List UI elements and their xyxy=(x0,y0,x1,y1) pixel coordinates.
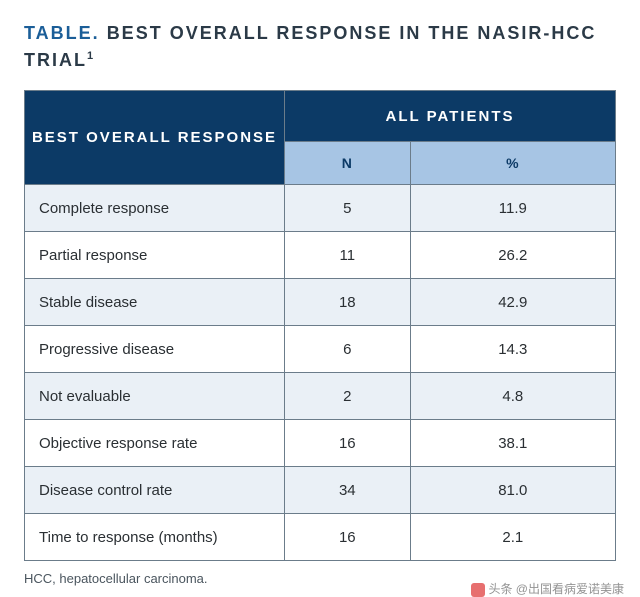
row-label: Time to response (months) xyxy=(25,514,285,561)
table-row: Complete response511.9 xyxy=(25,185,616,232)
row-pct: 26.2 xyxy=(410,232,615,279)
table-row: Disease control rate3481.0 xyxy=(25,467,616,514)
table-row: Not evaluable24.8 xyxy=(25,373,616,420)
row-label: Stable disease xyxy=(25,279,285,326)
row-pct: 38.1 xyxy=(410,420,615,467)
row-label: Disease control rate xyxy=(25,467,285,514)
row-pct: 4.8 xyxy=(410,373,615,420)
title-prefix: TABLE. xyxy=(24,23,100,43)
container: TABLE. BEST OVERALL RESPONSE IN THE NASI… xyxy=(0,0,640,596)
row-pct: 42.9 xyxy=(410,279,615,326)
row-pct: 2.1 xyxy=(410,514,615,561)
group-header: ALL PATIENTS xyxy=(285,91,616,142)
sub-header-pct: % xyxy=(410,142,615,185)
table-row: Progressive disease614.3 xyxy=(25,326,616,373)
table-row: Partial response1126.2 xyxy=(25,232,616,279)
row-n: 18 xyxy=(285,279,411,326)
row-pct: 81.0 xyxy=(410,467,615,514)
title-text: BEST OVERALL RESPONSE IN THE NASIR-HCC T… xyxy=(24,23,596,70)
row-label: Not evaluable xyxy=(25,373,285,420)
response-table: BEST OVERALL RESPONSE ALL PATIENTS N % C… xyxy=(24,90,616,561)
table-title: TABLE. BEST OVERALL RESPONSE IN THE NASI… xyxy=(24,20,616,74)
col1-header: BEST OVERALL RESPONSE xyxy=(25,91,285,185)
row-n: 6 xyxy=(285,326,411,373)
sub-header-n: N xyxy=(285,142,411,185)
row-n: 11 xyxy=(285,232,411,279)
row-n: 2 xyxy=(285,373,411,420)
row-pct: 11.9 xyxy=(410,185,615,232)
watermark: 头条 @出国看病爱诺美康 xyxy=(0,580,640,597)
row-n: 34 xyxy=(285,467,411,514)
table-row: Time to response (months)162.1 xyxy=(25,514,616,561)
row-n: 16 xyxy=(285,420,411,467)
row-n: 5 xyxy=(285,185,411,232)
row-pct: 14.3 xyxy=(410,326,615,373)
row-label: Progressive disease xyxy=(25,326,285,373)
table-row: Objective response rate1638.1 xyxy=(25,420,616,467)
row-label: Objective response rate xyxy=(25,420,285,467)
table-body: Complete response511.9Partial response11… xyxy=(25,185,616,561)
row-n: 16 xyxy=(285,514,411,561)
row-label: Partial response xyxy=(25,232,285,279)
watermark-icon xyxy=(471,583,485,597)
watermark-text: 头条 @出国看病爱诺美康 xyxy=(488,582,624,596)
table-row: Stable disease1842.9 xyxy=(25,279,616,326)
row-label: Complete response xyxy=(25,185,285,232)
title-sup: 1 xyxy=(87,50,95,62)
